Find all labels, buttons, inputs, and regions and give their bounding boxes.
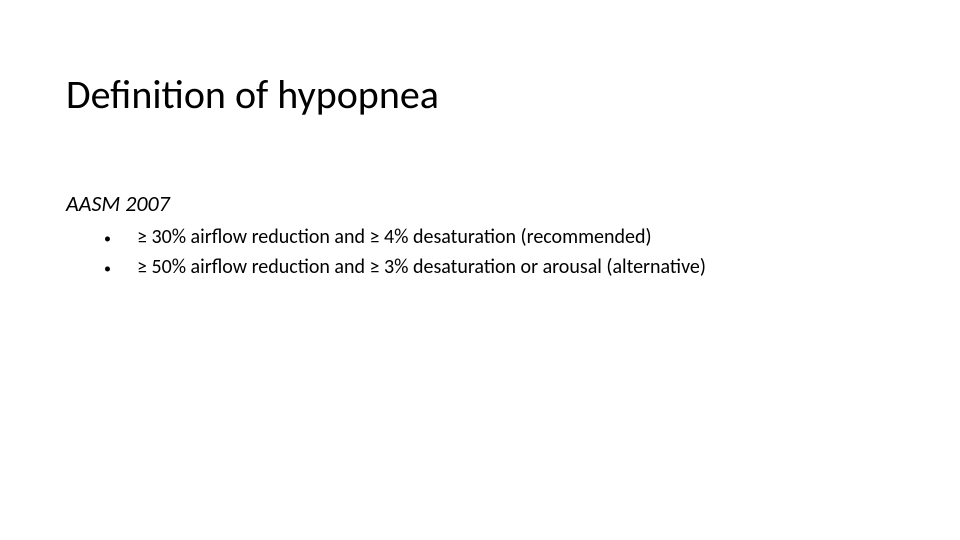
bullet-marker-icon: • bbox=[104, 254, 111, 282]
list-item: • ≥ 30% airflow reduction and ≥ 4% desat… bbox=[104, 224, 706, 252]
bullet-list: • ≥ 30% airflow reduction and ≥ 4% desat… bbox=[104, 224, 706, 284]
slide-title: Definition of hypopnea bbox=[66, 70, 439, 119]
slide-subtitle: AASM 2007 bbox=[66, 190, 170, 217]
bullet-marker-icon: • bbox=[104, 224, 111, 252]
list-item: • ≥ 50% airflow reduction and ≥ 3% desat… bbox=[104, 254, 706, 282]
bullet-text: ≥ 50% airflow reduction and ≥ 3% desatur… bbox=[137, 254, 706, 280]
bullet-text: ≥ 30% airflow reduction and ≥ 4% desatur… bbox=[137, 224, 652, 250]
